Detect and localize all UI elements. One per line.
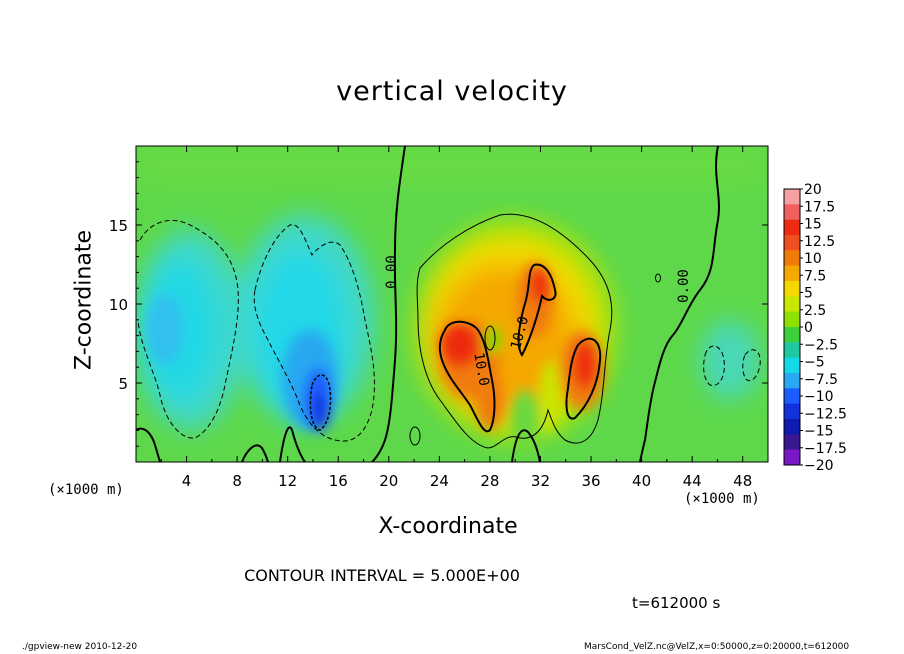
x-tick-label: 24 xyxy=(430,472,449,490)
small-contour-b xyxy=(655,273,661,283)
small-contour-c xyxy=(484,325,496,351)
x-unit-label-left: (×1000 m) xyxy=(48,482,124,498)
neg-contour-right xyxy=(703,345,725,386)
ten-contour-right xyxy=(565,337,602,420)
contour-interval-note: CONTOUR INTERVAL = 5.000E+00 xyxy=(244,566,520,585)
colorbar-label: 20 xyxy=(804,182,822,198)
colorbar-swatch xyxy=(784,189,800,205)
colorbar-label: 15 xyxy=(804,217,822,233)
small-contour-a xyxy=(409,426,421,446)
x-axis: 4 8 12 16 20 24 28 32 36 40 44 48 xyxy=(160,146,752,490)
colorbar-swatch xyxy=(784,219,800,236)
colorbar-swatch xyxy=(784,281,800,297)
colorbar-label: −10 xyxy=(804,389,834,405)
colorbar-label: −2.5 xyxy=(804,337,838,353)
colorbar-swatch xyxy=(784,342,800,359)
colorbar-swatch xyxy=(784,235,800,251)
ten-contour-center xyxy=(517,263,557,357)
heatmap-field xyxy=(136,146,768,462)
zero-contour-center xyxy=(371,146,406,462)
colorbar-label: −7.5 xyxy=(804,372,838,388)
y-tick-label: 5 xyxy=(118,375,128,393)
colorbar-label: 2.5 xyxy=(804,303,826,319)
zero-contour-right xyxy=(639,146,720,462)
x-tick-label: 20 xyxy=(379,472,398,490)
colorbar-swatch xyxy=(784,388,800,405)
footer-left: ./gpview-new 2010-12-20 xyxy=(22,642,138,652)
colorbar-swatch xyxy=(784,357,800,374)
colorbar-swatch xyxy=(784,434,800,451)
five-contour xyxy=(416,213,613,449)
y-tick-label: 10 xyxy=(109,296,128,314)
colorbar-swatch xyxy=(784,296,800,313)
colorbar-label: 0 xyxy=(804,320,813,336)
zero-contour-bl3 xyxy=(279,426,306,462)
colorbar-label: −20 xyxy=(804,458,834,474)
colorbar-swatch xyxy=(784,449,800,466)
zero-contour-center-bottom xyxy=(511,429,541,462)
x-tick-label: 28 xyxy=(480,472,499,490)
chart-title: vertical velocity xyxy=(336,76,568,107)
x-tick-label: 16 xyxy=(329,472,348,490)
colorbar-swatch xyxy=(784,311,800,328)
colorbar-label: 12.5 xyxy=(804,234,835,250)
zero-contour-bl1 xyxy=(136,427,161,462)
colorbar-label: 7.5 xyxy=(804,268,826,284)
colorbar-swatch xyxy=(784,204,800,221)
time-label: t=612000 s xyxy=(632,594,721,612)
ten-contour-left xyxy=(438,320,496,433)
colorbar-swatch xyxy=(784,265,800,282)
colorbar-label: 5 xyxy=(804,286,813,302)
colorbar-swatch xyxy=(784,250,800,267)
contour-label: 0.00 xyxy=(384,255,400,289)
x-unit-label-right: (×1000 m) xyxy=(684,491,760,507)
x-tick-label: 48 xyxy=(733,472,752,490)
y-tick-label: 15 xyxy=(109,217,128,235)
neg-contour-right2 xyxy=(742,349,761,382)
x-tick-label: 44 xyxy=(683,472,702,490)
x-tick-label: 40 xyxy=(632,472,651,490)
neg-contour-mid xyxy=(253,224,375,442)
colorbar-label: −15 xyxy=(804,424,834,440)
colorbar-label: 17.5 xyxy=(804,199,835,215)
colorbar-label: 10 xyxy=(804,251,822,267)
colorbar-swatch xyxy=(784,373,800,389)
x-tick-label: 12 xyxy=(278,472,297,490)
contour-label: 0.00 xyxy=(676,269,692,303)
colorbar-swatch xyxy=(784,403,800,420)
colorbar-label: −17.5 xyxy=(804,441,847,457)
colorbar-label: −12.5 xyxy=(804,406,847,422)
colorbar-label: −5 xyxy=(804,355,825,371)
contour-lines xyxy=(136,146,761,462)
y-axis: 5 10 15 xyxy=(109,161,768,447)
contour-label: 10.0 xyxy=(470,351,492,387)
neg-contour-left xyxy=(137,219,239,439)
colorbar-swatch xyxy=(784,327,800,343)
footer-right: MarsCond_VelZ.nc@VelZ,x=0:50000,z=0:2000… xyxy=(584,642,850,652)
x-tick-label: 4 xyxy=(182,472,192,490)
zero-contour-bl2 xyxy=(241,444,269,462)
x-axis-label: X-coordinate xyxy=(378,514,518,539)
colorbar-swatch xyxy=(784,419,800,435)
y-axis-label: Z-coordinate xyxy=(71,230,97,370)
x-tick-label: 36 xyxy=(581,472,600,490)
x-tick-label: 8 xyxy=(232,472,242,490)
neg-contour-core xyxy=(309,374,332,431)
x-tick-label: 32 xyxy=(531,472,550,490)
